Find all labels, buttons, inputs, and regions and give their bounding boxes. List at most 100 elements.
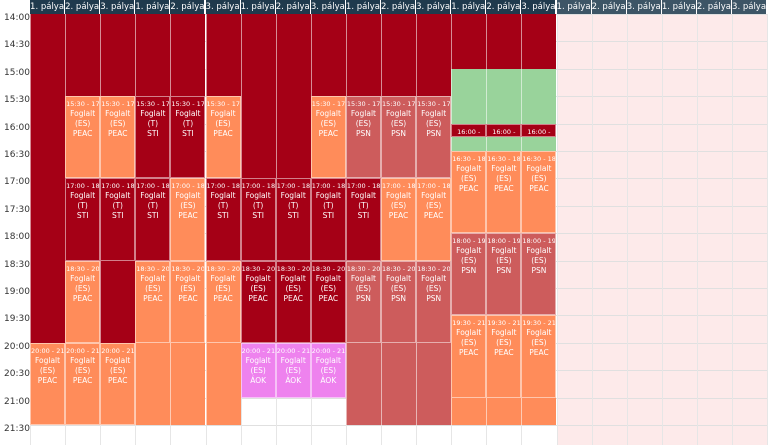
- booking-name: Foglalt: [140, 191, 166, 201]
- court-header[interactable]: 3. pálya: [626, 0, 662, 14]
- time-label: 20:30: [4, 369, 30, 380]
- booking-card[interactable]: 18:30 - 20:00Foglalt(ES)PEAC: [65, 260, 101, 343]
- booking-card[interactable]: 18:30 - 20:00Foglalt(ES)PEAC: [240, 260, 276, 343]
- busy-block: [30, 14, 66, 343]
- booking-card[interactable]: 18:30 - 20:00Foglalt(ES)PSN: [416, 260, 452, 343]
- booking-tag: PEAC: [178, 293, 198, 303]
- court-header[interactable]: 2. pálya: [275, 0, 311, 14]
- booking-card[interactable]: 17:00 - 18:30Foglalt(ES)PEAC: [381, 178, 417, 261]
- booking-time: 16:30 - 18:00: [452, 155, 486, 163]
- booking-card[interactable]: 18:00 - 19:30Foglalt(ES)PSN: [521, 233, 557, 316]
- booking-card[interactable]: 16:00 -: [486, 123, 522, 138]
- booking-card[interactable]: 17:00 - 18:30Foglalt(T)STI: [100, 178, 136, 261]
- booking-card[interactable]: 17:00 - 18:30Foglalt(T)STI: [205, 178, 241, 261]
- court-header[interactable]: 1. pálya: [556, 0, 592, 14]
- booking-tag: PEAC: [178, 211, 198, 221]
- header-corner: [0, 0, 30, 14]
- booking-card[interactable]: 15:30 - 17:00Foglalt(T)STI: [135, 96, 171, 179]
- booking-tag: PEAC: [107, 129, 128, 139]
- booking-card[interactable]: 15:30 - 17:00Foglalt(ES)PSN: [416, 96, 452, 179]
- booking-name: Foglalt: [105, 109, 131, 119]
- booking-name: Foglalt: [350, 273, 376, 283]
- booking-card[interactable]: 18:30 - 20:00Foglalt(ES)PSN: [345, 260, 381, 343]
- booking-card[interactable]: 16:00 -: [521, 123, 557, 138]
- grid-col-line: [626, 14, 628, 445]
- booking-card[interactable]: 17:00 - 18:30Foglalt(T)STI: [345, 178, 381, 261]
- booking-card[interactable]: 18:30 - 20:00Foglalt(ES)PSN: [381, 260, 417, 343]
- booking-time: 18:30 - 20:00: [346, 264, 381, 273]
- court-header[interactable]: 3. pálya: [100, 0, 136, 14]
- booking-card[interactable]: 17:00 - 18:30Foglalt(T)STI: [240, 178, 276, 261]
- booking-code: (ES): [320, 365, 337, 375]
- booking-card[interactable]: 17:00 - 18:30Foglalt(T)STI: [135, 178, 171, 261]
- booking-card[interactable]: 20:00 - 21:30Foglalt(ES)PEAC: [30, 342, 66, 425]
- court-header[interactable]: 3. pálya: [205, 0, 241, 14]
- booking-tag: STI: [182, 129, 194, 139]
- court-header[interactable]: 1. pálya: [240, 0, 276, 14]
- time-label: 21:00: [4, 396, 30, 407]
- booking-card[interactable]: 18:30 - 20:00Foglalt(ES)PEAC: [310, 260, 346, 343]
- court-header[interactable]: 2. pálya: [696, 0, 732, 14]
- booking-card[interactable]: 20:00 - 21:00Foglalt(ES)ÁOK: [240, 342, 276, 398]
- booking-card[interactable]: 18:00 - 19:30Foglalt(ES)PSN: [451, 233, 487, 316]
- booking-card[interactable]: 15:30 - 17:00Foglalt(ES)PSN: [345, 96, 381, 179]
- booking-tag: PSN: [496, 266, 512, 276]
- booking-card[interactable]: 18:00 - 19:30Foglalt(ES)PSN: [486, 233, 522, 316]
- booking-name: Foglalt: [70, 273, 96, 283]
- booking-card[interactable]: 17:00 - 18:30Foglalt(T)STI: [275, 178, 311, 261]
- court-header[interactable]: 1. pálya: [451, 0, 487, 14]
- court-header[interactable]: 1. pálya: [661, 0, 697, 14]
- booking-card[interactable]: 19:30 - 21:00Foglalt(ES)PEAC: [451, 315, 487, 398]
- booking-name: Foglalt: [526, 328, 552, 338]
- booking-card[interactable]: 17:00 - 18:30Foglalt(ES)PEAC: [416, 178, 452, 261]
- booking-name: Foglalt: [70, 109, 96, 119]
- court-header[interactable]: 3. pálya: [310, 0, 346, 14]
- booking-time: 18:30 - 20:00: [311, 264, 346, 273]
- court-header[interactable]: 2. pálya: [486, 0, 522, 14]
- booking-tag: PEAC: [458, 348, 479, 358]
- time-label: 18:00: [4, 232, 30, 243]
- booking-code: (ES): [425, 201, 442, 211]
- booking-name: Foglalt: [210, 191, 236, 201]
- booking-card[interactable]: 18:30 - 20:00Foglalt(ES)PEAC: [205, 260, 241, 343]
- busy-block: [451, 14, 487, 69]
- booking-name: Foglalt: [34, 355, 61, 365]
- booking-time: 15:30 - 17:00: [417, 100, 451, 109]
- court-header[interactable]: 2. pálya: [381, 0, 417, 14]
- booking-card[interactable]: 20:00 - 21:30Foglalt(ES)PEAC: [100, 342, 136, 425]
- booking-tag: ÁOK: [250, 375, 267, 385]
- court-header[interactable]: 2. pálya: [170, 0, 206, 14]
- booking-card[interactable]: 19:30 - 21:00Foglalt(ES)PEAC: [521, 315, 557, 398]
- booking-card[interactable]: 19:30 - 21:00Foglalt(ES)PEAC: [486, 315, 522, 398]
- booking-card[interactable]: 15:30 - 17:00Foglalt(ES)PEAC: [205, 96, 241, 179]
- booking-card[interactable]: 20:00 - 21:30Foglalt(ES)PEAC: [65, 342, 101, 425]
- booking-card[interactable]: 17:00 - 18:30Foglalt(ES)PEAC: [170, 178, 206, 261]
- court-header[interactable]: 3. pálya: [521, 0, 557, 14]
- booking-card[interactable]: 20:00 - 21:00Foglalt(ES)ÁOK: [275, 342, 311, 398]
- booking-card[interactable]: 16:00 -: [451, 123, 487, 138]
- booking-card[interactable]: 20:00 - 21:00Foglalt(ES)ÁOK: [310, 342, 346, 398]
- court-header[interactable]: 3. pálya: [416, 0, 452, 14]
- booking-time: 15:30 - 17:00: [136, 100, 170, 109]
- court-header[interactable]: 1. pálya: [30, 0, 66, 14]
- court-header[interactable]: 2. pálya: [65, 0, 101, 14]
- court-header[interactable]: 1. pálya: [135, 0, 171, 14]
- booking-card[interactable]: 16:30 - 18:00Foglalt(ES)PEAC: [521, 151, 557, 234]
- busy-block: [416, 14, 452, 97]
- booking-card[interactable]: 15:30 - 17:00Foglalt(ES)PSN: [381, 96, 417, 179]
- booking-card[interactable]: 16:30 - 18:00Foglalt(ES)PEAC: [486, 151, 522, 234]
- court-header[interactable]: 3. pálya: [732, 0, 768, 14]
- busy-block: [170, 14, 206, 97]
- booking-card[interactable]: 15:30 - 17:00Foglalt(T)STI: [170, 96, 206, 179]
- booking-card[interactable]: 16:30 - 18:00Foglalt(ES)PEAC: [451, 151, 487, 234]
- booking-card[interactable]: 15:30 - 17:00Foglalt(ES)PEAC: [100, 96, 136, 179]
- booking-card[interactable]: 15:30 - 17:00Foglalt(ES)PEAC: [310, 96, 346, 179]
- booking-card[interactable]: 18:30 - 20:00Foglalt(ES)PEAC: [135, 260, 171, 343]
- booking-card[interactable]: 17:00 - 18:30Foglalt(T)STI: [310, 178, 346, 261]
- booking-card[interactable]: 18:30 - 20:00Foglalt(ES)PEAC: [170, 260, 206, 343]
- booking-card[interactable]: 15:30 - 17:00Foglalt(ES)PEAC: [65, 96, 101, 179]
- court-header[interactable]: 2. pálya: [591, 0, 627, 14]
- court-header[interactable]: 1. pálya: [345, 0, 381, 14]
- booking-card[interactable]: 17:00 - 18:30Foglalt(T)STI: [65, 178, 101, 261]
- booking-card[interactable]: 18:30 - 20:00Foglalt(ES)PEAC: [275, 260, 311, 343]
